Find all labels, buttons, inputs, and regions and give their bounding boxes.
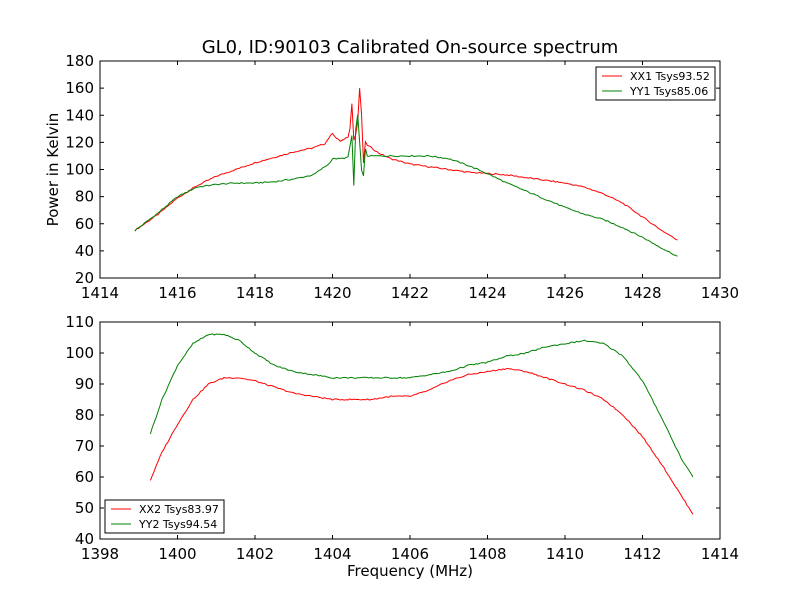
y-tick-label: 40 [75,242,94,260]
legend-box [104,499,225,534]
bottom-axes: 1398 1400 1402 1404 1406 1408 1410 1412 1414 40 50… [65,313,739,580]
y-tick-label: 100 [65,344,94,362]
x-tick-label: 1400 [158,545,196,563]
x-tick-label: 1406 [391,545,429,563]
series-line-1 [134,88,678,241]
x-tick-label: 1424 [468,284,506,302]
y-tick-label: 140 [65,106,94,124]
y-tick-label: 110 [65,313,94,331]
legend-label: XX1 Tsys93.52 [630,70,710,83]
y-tick-label: 100 [65,161,94,179]
y-tick-label: 40 [75,530,94,548]
x-tick-label: 1412 [623,545,661,563]
top-axes: 1414 1416 1418 1420 1422 1424 1426 1428 1430 20 40… [44,52,739,302]
x-tick-label: 1428 [623,284,661,302]
legend-box [595,66,716,101]
x-tick-label: 1408 [468,545,506,563]
legend: XX1 Tsys93.52 YY1 Tsys85.06 [595,66,716,101]
x-tick-label: 1420 [313,284,351,302]
x-tick-label: 1430 [701,284,739,302]
y-tick-label: 50 [75,499,94,517]
x-tick-label: 1410 [546,545,584,563]
y-tick-label: 120 [65,133,94,151]
y-tick-label: 80 [75,188,94,206]
x-tick-label: 1404 [313,545,351,563]
series-line-1 [149,367,694,515]
series-line-2 [149,333,694,478]
y-tick-label: 180 [65,52,94,70]
y-tick-label: 60 [75,215,94,233]
x-tick-label: 1422 [391,284,429,302]
y-tick-label: 20 [75,269,94,287]
legend: XX2 Tsys83.97 YY2 Tsys94.54 [104,499,225,534]
legend-label: XX2 Tsys83.97 [139,503,219,516]
y-tick-label: 90 [75,375,94,393]
x-tick-label: 1426 [546,284,584,302]
x-tick-label: 1414 [701,545,739,563]
x-tick-label: 1416 [158,284,196,302]
x-axis-label: Frequency (MHz) [347,562,473,580]
y-tick-label: 60 [75,468,94,486]
series-line-2 [134,114,678,257]
y-axis-label: Power in Kelvin [44,113,62,227]
y-tick-label: 160 [65,79,94,97]
x-tick-label: 1418 [236,284,274,302]
y-tick-label: 70 [75,437,94,455]
x-tick-label: 1398 [81,545,119,563]
x-tick-label: 1414 [81,284,119,302]
x-tick-label: 1402 [236,545,274,563]
chart-title: GL0, ID:90103 Calibrated On-source spect… [202,37,619,58]
legend-label: YY1 Tsys85.06 [629,85,708,98]
legend-label: YY2 Tsys94.54 [138,518,217,531]
y-tick-label: 80 [75,406,94,424]
